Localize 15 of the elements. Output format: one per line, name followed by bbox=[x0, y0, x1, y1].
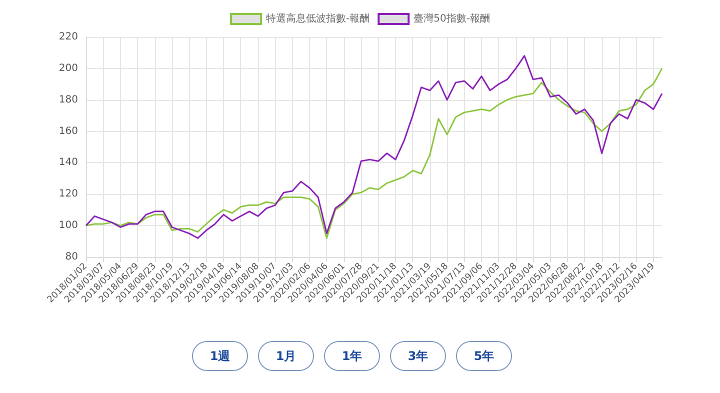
period-button[interactable]: 1年 bbox=[324, 341, 380, 371]
y-tick-label: 160 bbox=[58, 126, 78, 137]
y-tick-label: 120 bbox=[58, 188, 78, 200]
y-tick-label: 180 bbox=[58, 94, 78, 106]
period-button[interactable]: 5年 bbox=[456, 341, 512, 371]
y-tick-label: 200 bbox=[58, 62, 78, 74]
period-button[interactable]: 3年 bbox=[390, 341, 446, 371]
y-tick-label: 220 bbox=[58, 32, 78, 42]
y-tick-label: 80 bbox=[65, 252, 78, 262]
y-tick-label: 100 bbox=[58, 220, 78, 232]
legend-label: 特選高息低波指數-報酬 bbox=[266, 12, 370, 24]
period-button[interactable]: 1月 bbox=[258, 341, 314, 371]
period-button[interactable]: 1週 bbox=[192, 341, 248, 371]
y-tick-label: 140 bbox=[58, 157, 78, 168]
legend-label: 臺灣50指數-報酬 bbox=[414, 12, 490, 24]
